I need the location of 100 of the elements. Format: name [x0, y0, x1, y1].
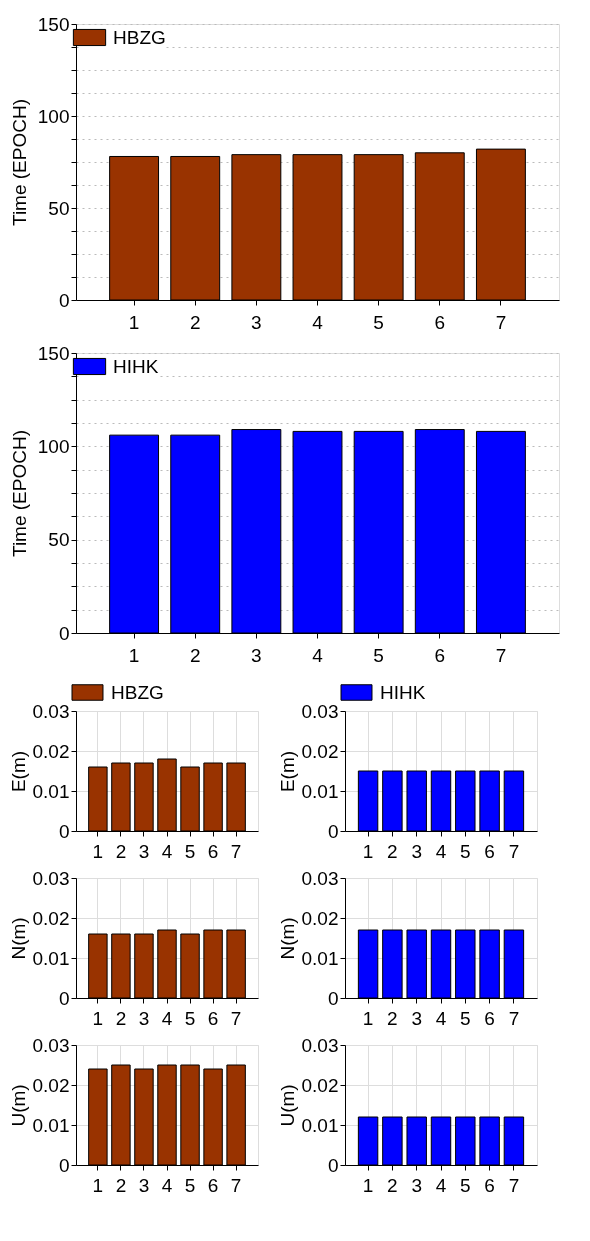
x-tick-label: 1 [92, 1007, 104, 1029]
y-tick-label: 0.02 [32, 1074, 70, 1096]
y-tick-label: 0.03 [32, 867, 70, 889]
y-tick-label: 100 [37, 105, 70, 127]
y-tick-label: 0.03 [301, 700, 339, 722]
x-tick-label: 6 [207, 1007, 219, 1029]
y-tick-label: 0 [58, 1154, 70, 1176]
x-tick-label: 4 [312, 644, 324, 666]
x-tick-label: 7 [495, 311, 507, 333]
legend-label: HIHK [380, 681, 426, 703]
x-tick-label: 4 [312, 311, 324, 333]
y-tick-label: 0 [327, 820, 339, 842]
x-tick-label: 3 [138, 1174, 150, 1196]
x-tick-label: 6 [434, 644, 446, 666]
x-tick-label: 7 [230, 840, 242, 862]
y-axis-title: N(m) [7, 917, 29, 960]
y-tick-label: 0.02 [301, 1074, 339, 1096]
legend-label: HIHK [113, 355, 159, 377]
x-tick-label: 4 [161, 1174, 173, 1196]
x-tick-label: 3 [411, 840, 422, 862]
x-tick-label: 2 [387, 1007, 398, 1029]
x-tick-label: 7 [495, 644, 507, 666]
y-tick-label: 0 [58, 820, 70, 842]
x-tick-label: 4 [435, 1007, 447, 1029]
x-tick-label: 3 [411, 1174, 422, 1196]
x-tick-label: 1 [362, 840, 374, 862]
x-tick-label: 5 [460, 1007, 471, 1029]
legend-label: HBZG [113, 26, 166, 48]
x-tick-label: 5 [460, 1174, 471, 1196]
x-tick-label: 2 [115, 1007, 127, 1029]
y-tick-label: 0 [58, 289, 70, 311]
x-tick-label: 7 [230, 1007, 242, 1029]
x-tick-label: 3 [251, 311, 262, 333]
x-tick-label: 1 [92, 1174, 104, 1196]
x-tick-label: 7 [508, 1007, 520, 1029]
x-tick-label: 2 [189, 311, 201, 333]
y-tick-label: 0.02 [32, 740, 70, 762]
x-tick-label: 1 [362, 1007, 374, 1029]
x-tick-label: 5 [184, 1174, 196, 1196]
x-tick-label: 2 [189, 644, 201, 666]
y-tick-label: 0.01 [32, 780, 70, 802]
y-axis-title: Time (EPOCH) [8, 98, 30, 227]
x-tick-label: 2 [387, 840, 398, 862]
y-axis-title: E(m) [276, 750, 298, 793]
x-tick-label: 2 [387, 1174, 398, 1196]
y-tick-label: 0.01 [301, 947, 339, 969]
y-tick-label: 100 [37, 435, 70, 457]
x-tick-label: 3 [138, 1007, 150, 1029]
x-tick-label: 7 [508, 840, 520, 862]
x-tick-label: 4 [435, 840, 447, 862]
y-tick-label: 0 [327, 987, 339, 1009]
y-tick-label: 0.01 [32, 947, 70, 969]
x-tick-label: 3 [138, 840, 150, 862]
x-tick-label: 3 [411, 1007, 422, 1029]
x-tick-label: 2 [115, 1174, 127, 1196]
y-tick-label: 0.03 [32, 700, 70, 722]
y-tick-label: 150 [37, 342, 70, 364]
x-tick-label: 5 [373, 644, 384, 666]
y-tick-label: 50 [48, 197, 70, 219]
x-tick-label: 5 [460, 840, 471, 862]
y-axis-title: N(m) [276, 917, 298, 960]
x-tick-label: 7 [230, 1174, 242, 1196]
x-tick-label: 6 [484, 840, 495, 862]
y-tick-label: 0 [327, 1154, 339, 1176]
x-tick-label: 6 [207, 1174, 219, 1196]
legend-label: HBZG [111, 681, 164, 703]
y-tick-label: 0 [58, 987, 70, 1009]
x-tick-label: 2 [115, 840, 127, 862]
x-tick-label: 6 [434, 311, 446, 333]
y-axis-title: E(m) [7, 750, 29, 793]
x-tick-label: 3 [251, 644, 262, 666]
x-tick-label: 5 [373, 311, 384, 333]
y-tick-label: 0.02 [32, 907, 70, 929]
y-tick-label: 0.03 [301, 1034, 339, 1056]
x-tick-label: 4 [161, 840, 173, 862]
y-tick-label: 150 [37, 13, 70, 35]
y-tick-label: 0.01 [301, 1114, 339, 1136]
x-tick-label: 1 [128, 644, 140, 666]
y-tick-label: 0.03 [32, 1034, 70, 1056]
y-axis-title: U(m) [276, 1084, 298, 1127]
x-tick-label: 6 [484, 1174, 495, 1196]
y-tick-label: 0.02 [301, 907, 339, 929]
x-tick-label: 7 [508, 1174, 520, 1196]
y-tick-label: 0.01 [301, 780, 339, 802]
y-tick-label: 0 [58, 622, 70, 644]
x-tick-label: 5 [184, 1007, 196, 1029]
x-tick-label: 1 [92, 840, 104, 862]
y-tick-label: 0.01 [32, 1114, 70, 1136]
x-tick-label: 1 [362, 1174, 374, 1196]
x-tick-label: 6 [207, 840, 219, 862]
y-axis-title: Time (EPOCH) [8, 429, 30, 558]
x-tick-label: 6 [484, 1007, 495, 1029]
y-axis-title: U(m) [7, 1084, 29, 1127]
y-tick-label: 0.03 [301, 867, 339, 889]
x-tick-label: 1 [128, 311, 140, 333]
y-tick-label: 0.02 [301, 740, 339, 762]
x-tick-label: 4 [435, 1174, 447, 1196]
y-tick-label: 50 [48, 529, 70, 551]
x-tick-label: 5 [184, 840, 196, 862]
x-tick-label: 4 [161, 1007, 173, 1029]
